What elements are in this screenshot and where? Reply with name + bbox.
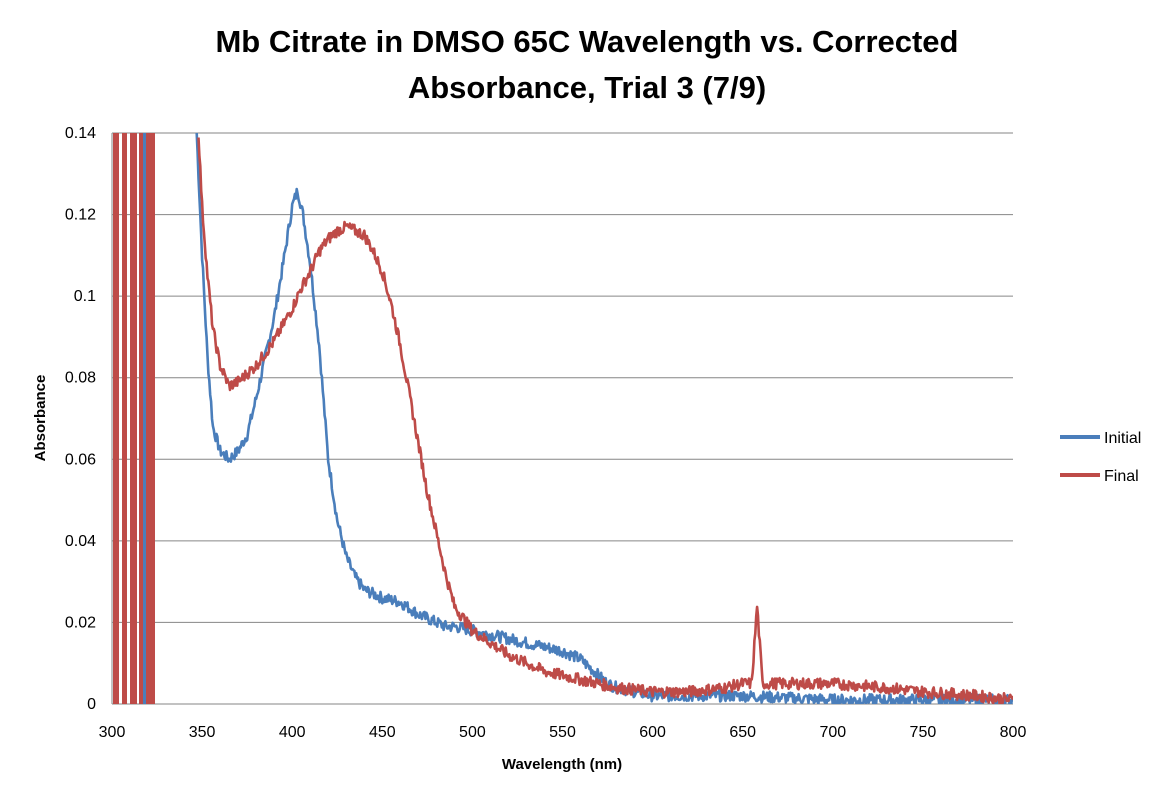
x-tick-label: 600 — [639, 724, 666, 741]
series-line-initial — [195, 133, 1013, 704]
legend-label-final: Final — [1104, 468, 1139, 485]
y-axis-label: Absorbance — [32, 375, 49, 462]
x-tick-label: 500 — [459, 724, 486, 741]
noise-bar — [113, 133, 119, 704]
x-axis-label: Wavelength (nm) — [502, 756, 622, 773]
x-tick-label: 400 — [279, 724, 306, 741]
x-tick-label: 650 — [729, 724, 756, 741]
y-tick-label: 0.1 — [74, 288, 96, 305]
axes — [111, 133, 1013, 705]
x-tick-label: 750 — [910, 724, 937, 741]
legend-label-initial: Initial — [1104, 430, 1141, 447]
noise-bar — [146, 133, 155, 704]
noise-bar — [122, 133, 127, 704]
y-tick-label: 0.12 — [65, 207, 96, 224]
chart-title-line-1: Mb Citrate in DMSO 65C Wavelength vs. Co… — [215, 24, 958, 59]
noise-bar — [143, 133, 146, 704]
legend: Initial Final — [1060, 430, 1141, 485]
y-tick-label: 0.14 — [65, 125, 96, 142]
y-tick-labels: 0 0.02 0.04 0.06 0.08 0.1 0.12 0.14 — [65, 125, 96, 713]
y-tick-label: 0.02 — [65, 614, 96, 631]
y-tick-label: 0.04 — [65, 533, 96, 550]
noise-bar — [130, 133, 137, 704]
y-tick-label: 0.08 — [65, 370, 96, 387]
noise-bar — [139, 133, 143, 704]
y-tick-label: 0 — [87, 696, 96, 713]
x-tick-label: 550 — [549, 724, 576, 741]
x-tick-label: 300 — [99, 724, 126, 741]
x-tick-label: 450 — [369, 724, 396, 741]
x-tick-label: 350 — [189, 724, 216, 741]
chart-title-line-2: Absorbance, Trial 3 (7/9) — [408, 70, 766, 105]
x-tick-label: 800 — [1000, 724, 1027, 741]
y-tick-label: 0.06 — [65, 451, 96, 468]
x-tick-label: 700 — [819, 724, 846, 741]
x-tick-labels: 300 350 400 450 500 550 600 650 700 750 800 — [99, 724, 1027, 741]
series-lines — [113, 133, 1013, 704]
series-line-final — [197, 137, 1013, 704]
short-wavelength-noise-band — [113, 133, 155, 704]
chart-title: Mb Citrate in DMSO 65C Wavelength vs. Co… — [215, 24, 958, 105]
